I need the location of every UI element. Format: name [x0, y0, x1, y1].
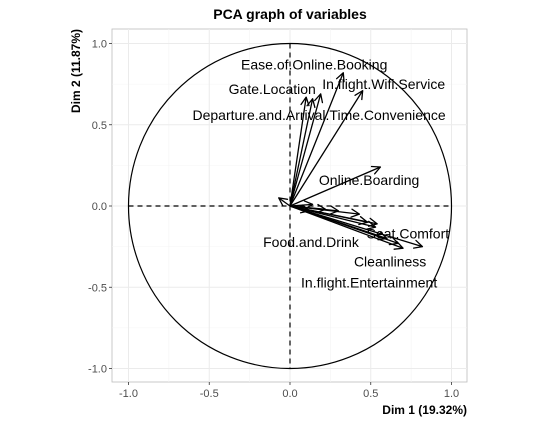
variable-label: In.flight.Entertainment: [301, 274, 437, 290]
y-tick-label: 0.0: [92, 201, 107, 213]
variable-arrow: [289, 96, 310, 207]
variable-label: Ease.of.Online.Booking: [241, 57, 387, 73]
x-axis-label: Dim 1 (19.32%): [382, 403, 467, 417]
x-axis-ticks: -1.0 -0.5 0.0 0.5 1.0: [119, 382, 459, 400]
variable-label: Food.and.Drink: [263, 234, 360, 250]
variable-label: Gate.Location: [229, 81, 316, 97]
y-tick-label: 0.5: [92, 120, 107, 132]
variable-label: Online.Boarding: [319, 172, 419, 188]
variable-label: Departure.and.Arrival.Time.Convenience: [192, 107, 445, 123]
variable-arrows: [278, 72, 424, 250]
variable-arrow: [289, 204, 311, 214]
variable-labels: Ease.of.Online.Booking In.flight.Wifi.Ser…: [192, 57, 449, 291]
x-tick-label: 0.0: [282, 388, 297, 400]
variable-arrow: [289, 98, 316, 207]
y-axis-ticks: -1.0 -0.5 0.0 0.5 1.0: [88, 39, 112, 376]
x-tick-label: 0.5: [363, 388, 378, 400]
variable-label: Seat.Comfort: [367, 226, 450, 242]
variable-arrow: [289, 165, 382, 207]
y-axis-label: Dim 2 (11.87%): [69, 29, 83, 113]
variable-arrow: [289, 89, 364, 207]
variable-label: In.flight.Wifi.Service: [322, 76, 445, 92]
variable-label: Cleanliness: [354, 253, 426, 269]
x-tick-label: -0.5: [200, 388, 219, 400]
variable-arrow: [289, 93, 324, 207]
unit-circle-group: [127, 42, 453, 370]
chart-title: PCA graph of variables: [213, 6, 367, 22]
y-tick-label: -1.0: [88, 364, 107, 376]
x-tick-label: 1.0: [444, 388, 459, 400]
variable-arrow: [278, 197, 291, 207]
x-tick-label: -1.0: [119, 388, 138, 400]
unit-circle: [127, 42, 453, 370]
y-tick-label: -0.5: [88, 282, 107, 294]
variable-arrow: [289, 72, 345, 207]
y-tick-label: 1.0: [92, 39, 107, 51]
